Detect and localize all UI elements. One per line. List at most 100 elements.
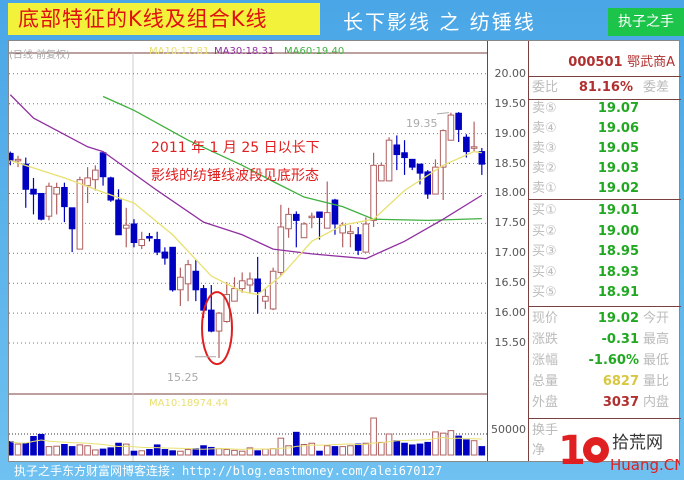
candle-down <box>424 171 432 195</box>
slide-subtitle: 长下影线 之 纺锤线 <box>343 10 536 34</box>
candle-up <box>370 164 377 221</box>
volume-bar <box>9 441 14 456</box>
candle-down <box>107 177 115 201</box>
candle-up <box>447 114 455 141</box>
candle-down <box>393 144 401 156</box>
ask-row-label: 卖④ <box>532 121 557 136</box>
volume-bar <box>22 442 30 456</box>
annotation-line-1: 2011 年 1 月 25 日以长下 <box>151 140 320 156</box>
annotation-line-2: 影线的纺锤线波段见底形态 <box>151 168 319 184</box>
volume-bar <box>385 433 393 456</box>
price-tick: 17.50 <box>494 216 527 230</box>
stat-row-right-label: 最低 <box>643 353 670 368</box>
candle-up <box>215 312 223 332</box>
volume-bar <box>269 448 277 456</box>
stat-row-right-label: 最高 <box>643 332 670 347</box>
candle-down <box>192 270 200 291</box>
volume-bar <box>92 449 99 456</box>
price-tick: 16.00 <box>494 306 527 320</box>
volume-bar <box>14 443 22 456</box>
volume-bar <box>455 435 462 456</box>
candle-up <box>246 278 254 286</box>
price-tick: 18.00 <box>494 186 527 200</box>
candle-down <box>463 136 470 153</box>
ask-row-value: 19.07 <box>597 101 639 116</box>
candle-up <box>238 280 246 290</box>
low-price-label: 15.25 <box>167 371 199 384</box>
volume-tick: 50000 <box>491 423 526 436</box>
stat-row-right-label: 量比 <box>643 374 670 389</box>
price-tick: 17.00 <box>494 246 527 260</box>
bid-row-label: 买① <box>532 203 557 218</box>
candle-up <box>53 186 60 195</box>
volume-bar <box>84 445 91 456</box>
candlestick-chart[interactable] <box>9 41 487 461</box>
candle-down <box>99 152 107 178</box>
annotation-circle <box>201 291 234 366</box>
volume-bar <box>416 443 424 456</box>
candle-down <box>37 192 45 220</box>
bid-row: 买④ 18.93 <box>529 263 681 283</box>
stat-row-value: 6827 <box>602 374 639 389</box>
volume-bar <box>339 446 346 456</box>
volume-bar <box>192 448 200 456</box>
candle-down <box>146 236 153 239</box>
volume-bar <box>308 442 316 456</box>
volume-bar <box>316 450 323 456</box>
volume-bar <box>223 449 231 456</box>
volume-bar <box>478 446 486 456</box>
candle-up <box>300 223 308 239</box>
volume-bar <box>408 444 416 456</box>
candle-down <box>416 163 424 174</box>
ask-row: 卖③ 19.05 <box>529 139 681 159</box>
candle-up <box>269 270 277 310</box>
ma30-label: MA30:18.31 <box>214 46 275 57</box>
candle-up <box>138 239 146 247</box>
candle-down <box>161 251 169 259</box>
volume-bar <box>200 445 207 456</box>
price-tick: 19.50 <box>494 96 527 110</box>
candle-up <box>347 231 354 235</box>
ask-row-value: 19.05 <box>597 141 639 156</box>
order-ratio-value: 81.16% <box>578 80 633 95</box>
volume-bar <box>122 443 130 456</box>
candle-up <box>45 185 53 217</box>
price-axis: 50000 20.00 19.50 19.00 18.50 18.00 17.50 17.0… <box>487 41 529 461</box>
candle-up <box>470 146 478 149</box>
high-price-label: 19.35 <box>406 117 438 130</box>
candle-up <box>308 215 316 219</box>
chart-panel: (日线 前复权) MA10:17.81 MA30:18.31 MA60:19.4… <box>8 40 681 462</box>
svg-text:1: 1 <box>558 428 586 474</box>
footer-link[interactable]: 执子之手东方财富网博客连接：http://blog.eastmoney.com/… <box>14 464 443 478</box>
bid-row: 买⑤ 18.91 <box>529 283 681 303</box>
candle-up <box>84 177 91 187</box>
stat-row-label: 外盘 <box>532 395 559 410</box>
stat-row: 涨跌 -0.31 最高 <box>529 330 681 350</box>
volume-bar <box>146 449 153 456</box>
volume-bar <box>246 447 254 456</box>
period-label: (日线 前复权) <box>9 50 70 61</box>
svg-text:Huang.CN: Huang.CN <box>610 456 680 474</box>
candle-down <box>408 158 416 168</box>
stat-row-value: 3037 <box>602 395 639 410</box>
author-tag-button[interactable]: 执子之手 <box>608 8 684 36</box>
volume-bar <box>300 444 308 456</box>
volume-bar <box>323 445 331 456</box>
candle-down <box>478 151 486 165</box>
candle-up <box>231 288 238 302</box>
ask-row-value: 19.03 <box>597 161 639 176</box>
bid-row-value: 18.91 <box>597 285 639 300</box>
volume-bar <box>161 449 169 456</box>
stat-row: 外盘 3037 内盘 <box>529 393 681 413</box>
volume-bar <box>215 448 223 456</box>
volume-bar <box>115 442 122 456</box>
price-tick: 16.50 <box>494 276 527 290</box>
candle-up <box>122 224 130 229</box>
candle-up <box>184 264 192 285</box>
bid-row-value: 18.95 <box>597 244 639 259</box>
volume-bar <box>68 446 76 456</box>
extra-row: 净 <box>529 441 681 461</box>
bid-row-value: 19.01 <box>597 203 639 218</box>
extra-row-label: 换手 <box>532 423 559 438</box>
bid-row-value: 19.00 <box>597 223 639 239</box>
